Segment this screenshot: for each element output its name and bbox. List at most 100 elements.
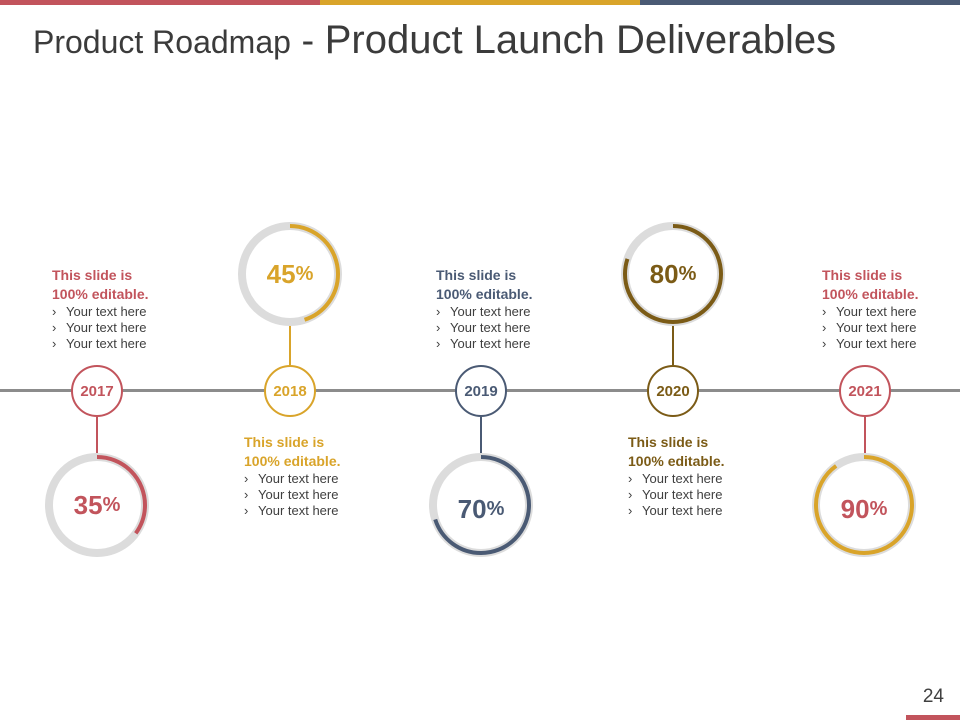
text-heading: This slide is 100% editable. bbox=[436, 266, 586, 304]
percent-label: 35% bbox=[43, 451, 151, 559]
percent-symbol: % bbox=[678, 262, 697, 285]
year-node-2017[interactable]: 2017 bbox=[71, 365, 123, 417]
bullet-list: › Your text here › Your text here › Your te… bbox=[52, 304, 202, 352]
progress-ring-2019: 70% bbox=[427, 451, 535, 559]
chevron-right-icon: › bbox=[628, 503, 633, 518]
year-label: 2017 bbox=[80, 382, 114, 400]
chevron-right-icon: › bbox=[52, 304, 57, 319]
text-block-2019: This slide is 100% editable. › Your text … bbox=[436, 266, 586, 352]
percent-label: 90% bbox=[810, 451, 918, 559]
progress-arc bbox=[814, 455, 914, 555]
chevron-right-icon: › bbox=[244, 503, 249, 518]
bullet-text: Your text here bbox=[642, 487, 723, 502]
text-block-2018: This slide is 100% editable. › Your text … bbox=[244, 433, 394, 519]
chevron-right-icon: › bbox=[822, 304, 827, 319]
percent-value: 45 bbox=[266, 258, 296, 289]
heading-line-2: 100% editable. bbox=[822, 286, 919, 302]
progress-ring-2020: 80% bbox=[619, 220, 727, 328]
percent-symbol: % bbox=[295, 262, 314, 285]
heading-line-1: This slide is bbox=[244, 434, 325, 450]
heading-line-2: 100% editable. bbox=[628, 453, 725, 469]
chevron-right-icon: › bbox=[822, 320, 827, 335]
bullet-text: Your text here bbox=[66, 320, 147, 335]
chevron-right-icon: › bbox=[628, 471, 633, 486]
year-node-2018[interactable]: 2018 bbox=[264, 365, 316, 417]
progress-arc bbox=[240, 224, 340, 324]
progress-ring-svg bbox=[45, 453, 149, 557]
bullet-item: › Your text here bbox=[244, 471, 394, 487]
title-separator: - bbox=[290, 20, 325, 62]
bullet-item: › Your text here bbox=[822, 304, 960, 320]
bullet-item: › Your text here bbox=[52, 320, 202, 336]
year-label: 2021 bbox=[848, 382, 882, 400]
heading-line-2: 100% editable. bbox=[52, 286, 149, 302]
bullet-list: › Your text here › Your text here › Your te… bbox=[436, 304, 586, 352]
bullet-text: Your text here bbox=[450, 320, 531, 335]
connector-2017 bbox=[96, 417, 98, 453]
year-node-2021[interactable]: 2021 bbox=[839, 365, 891, 417]
bullet-item: › Your text here bbox=[628, 487, 778, 503]
percent-label: 45% bbox=[236, 220, 344, 328]
year-label: 2020 bbox=[656, 382, 690, 400]
chevron-right-icon: › bbox=[628, 487, 633, 502]
percent-symbol: % bbox=[486, 497, 505, 520]
progress-ring-svg bbox=[429, 453, 533, 557]
percent-label: 80% bbox=[619, 220, 727, 328]
bullet-item: › Your text here bbox=[822, 320, 960, 336]
chevron-right-icon: › bbox=[436, 320, 441, 335]
top-accent-bar bbox=[0, 0, 960, 5]
bullet-text: Your text here bbox=[836, 304, 917, 319]
bullet-text: Your text here bbox=[450, 304, 531, 319]
text-heading: This slide is 100% editable. bbox=[628, 433, 778, 471]
bullet-item: › Your text here bbox=[628, 503, 778, 519]
percent-value: 70 bbox=[457, 493, 487, 524]
progress-ring-svg bbox=[621, 222, 725, 326]
progress-arc bbox=[47, 455, 147, 555]
bullet-text: Your text here bbox=[836, 336, 917, 351]
page-number: 24 bbox=[922, 686, 944, 707]
progress-ring-svg bbox=[812, 453, 916, 557]
percent-value: 35 bbox=[73, 489, 103, 520]
bullet-item: › Your text here bbox=[628, 471, 778, 487]
percent-label: 70% bbox=[427, 451, 535, 559]
bullet-text: Your text here bbox=[642, 503, 723, 518]
connector-2021 bbox=[864, 417, 866, 453]
bullet-list: › Your text here › Your text here › Your te… bbox=[628, 471, 778, 519]
chevron-right-icon: › bbox=[244, 487, 249, 502]
bullet-item: › Your text here bbox=[822, 336, 960, 352]
page-number-bar bbox=[906, 715, 960, 720]
bullet-text: Your text here bbox=[258, 503, 339, 518]
bullet-item: › Your text here bbox=[244, 487, 394, 503]
percent-symbol: % bbox=[869, 497, 888, 520]
year-node-2019[interactable]: 2019 bbox=[455, 365, 507, 417]
bullet-text: Your text here bbox=[66, 336, 147, 351]
chevron-right-icon: › bbox=[244, 471, 249, 486]
heading-line-1: This slide is bbox=[52, 267, 133, 283]
heading-line-1: This slide is bbox=[822, 267, 903, 283]
connector-2020 bbox=[672, 325, 674, 365]
bullet-item: › Your text here bbox=[52, 336, 202, 352]
progress-ring-2018: 45% bbox=[236, 220, 344, 328]
bullet-text: Your text here bbox=[66, 304, 147, 319]
percent-value: 90 bbox=[840, 493, 870, 524]
chevron-right-icon: › bbox=[436, 336, 441, 351]
percent-value: 80 bbox=[649, 258, 679, 289]
bullet-text: Your text here bbox=[450, 336, 531, 351]
text-heading: This slide is 100% editable. bbox=[52, 266, 202, 304]
bullet-item: › Your text here bbox=[436, 304, 586, 320]
heading-line-2: 100% editable. bbox=[244, 453, 341, 469]
progress-ring-2021: 90% bbox=[810, 451, 918, 559]
bullet-item: › Your text here bbox=[52, 304, 202, 320]
bullet-list: › Your text here › Your text here › Your te… bbox=[244, 471, 394, 519]
chevron-right-icon: › bbox=[52, 320, 57, 335]
connector-2018 bbox=[289, 325, 291, 365]
year-label: 2018 bbox=[273, 382, 307, 400]
top-bar-segment-red bbox=[0, 0, 320, 5]
year-node-2020[interactable]: 2020 bbox=[647, 365, 699, 417]
bullet-text: Your text here bbox=[258, 487, 339, 502]
chevron-right-icon: › bbox=[52, 336, 57, 351]
heading-line-2: 100% editable. bbox=[436, 286, 533, 302]
text-heading: This slide is 100% editable. bbox=[822, 266, 960, 304]
title-part-1: Product Roadmap bbox=[33, 24, 291, 60]
progress-arc bbox=[431, 455, 531, 555]
